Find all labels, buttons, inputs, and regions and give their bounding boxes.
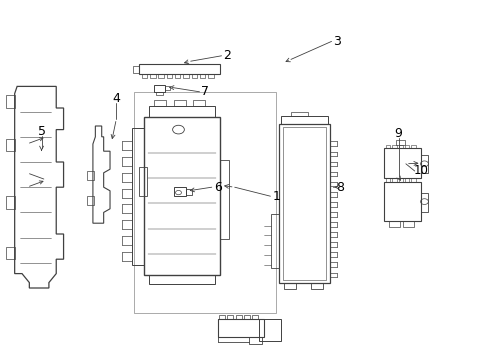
- Bar: [154, 100, 166, 106]
- Text: 4: 4: [112, 93, 120, 105]
- Bar: [166, 74, 172, 78]
- Bar: [193, 100, 205, 106]
- Bar: [6, 139, 15, 151]
- Text: 3: 3: [333, 35, 341, 48]
- Bar: [6, 95, 15, 108]
- Bar: [278, 124, 329, 283]
- Bar: [208, 74, 213, 78]
- Bar: [403, 221, 413, 227]
- Bar: [391, 178, 396, 182]
- Bar: [185, 189, 191, 195]
- Bar: [134, 92, 276, 313]
- Bar: [383, 148, 420, 178]
- Bar: [217, 319, 264, 337]
- Bar: [290, 112, 307, 116]
- Bar: [420, 155, 427, 173]
- Bar: [404, 178, 408, 182]
- Bar: [282, 127, 325, 280]
- Bar: [133, 66, 139, 73]
- Bar: [164, 86, 169, 90]
- Bar: [398, 145, 402, 148]
- Bar: [410, 145, 415, 148]
- Text: 5: 5: [38, 125, 45, 138]
- Bar: [142, 74, 147, 78]
- Text: 8: 8: [335, 181, 343, 194]
- Bar: [391, 145, 396, 148]
- Bar: [283, 283, 295, 289]
- Bar: [249, 337, 261, 344]
- Bar: [388, 221, 399, 227]
- Bar: [6, 247, 15, 259]
- Bar: [173, 100, 185, 106]
- Bar: [139, 167, 146, 196]
- Bar: [155, 92, 163, 95]
- Bar: [385, 178, 389, 182]
- Bar: [6, 196, 15, 209]
- Bar: [410, 178, 415, 182]
- Bar: [395, 140, 404, 145]
- Bar: [398, 178, 402, 182]
- Bar: [271, 214, 278, 268]
- Bar: [87, 196, 94, 205]
- Bar: [404, 145, 408, 148]
- Bar: [200, 74, 205, 78]
- Text: 7: 7: [201, 85, 209, 98]
- Bar: [144, 117, 220, 275]
- Text: 6: 6: [213, 181, 221, 194]
- Bar: [149, 106, 215, 117]
- Text: 10: 10: [413, 165, 428, 177]
- Bar: [183, 74, 188, 78]
- Bar: [132, 128, 144, 265]
- Bar: [383, 182, 420, 221]
- Bar: [310, 283, 322, 289]
- Bar: [219, 315, 224, 319]
- Bar: [149, 275, 215, 284]
- Text: 9: 9: [394, 127, 402, 140]
- Bar: [235, 315, 241, 319]
- Bar: [259, 319, 281, 341]
- Bar: [281, 116, 327, 124]
- Bar: [175, 74, 180, 78]
- Bar: [173, 187, 185, 196]
- Bar: [139, 64, 220, 74]
- Text: 2: 2: [223, 49, 231, 62]
- Bar: [227, 315, 233, 319]
- Bar: [150, 74, 155, 78]
- Bar: [252, 315, 258, 319]
- Bar: [87, 171, 94, 180]
- Bar: [191, 74, 197, 78]
- Bar: [420, 193, 427, 212]
- Text: 1: 1: [272, 190, 280, 203]
- Bar: [220, 160, 228, 239]
- Bar: [244, 315, 249, 319]
- Bar: [385, 145, 389, 148]
- Bar: [158, 74, 163, 78]
- Bar: [154, 85, 164, 92]
